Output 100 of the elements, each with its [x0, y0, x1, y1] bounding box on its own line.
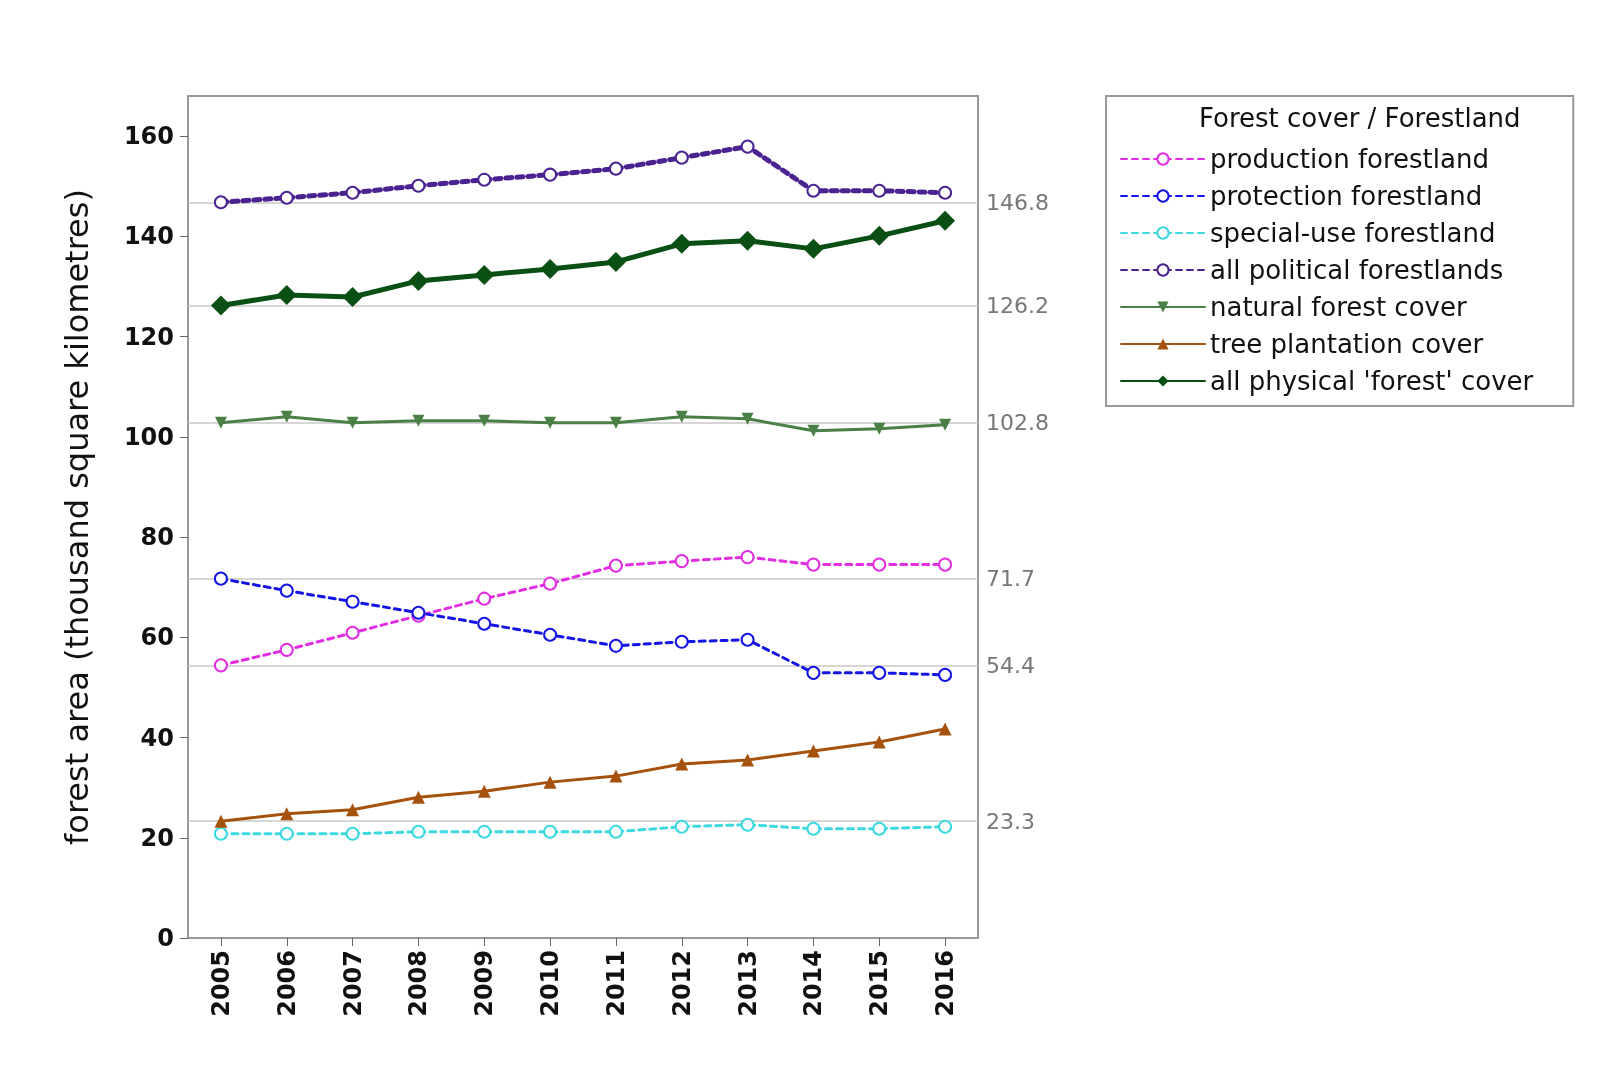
y-tick-label: 120: [123, 322, 174, 351]
ref-line-label: 126.2: [986, 293, 1049, 318]
ref-line-label: 146.8: [986, 189, 1049, 215]
point: [939, 418, 952, 431]
point: [806, 821, 821, 836]
legend-label: all political forestlands: [1210, 255, 1504, 285]
point: [741, 753, 755, 767]
point: [477, 616, 492, 631]
point: [477, 591, 492, 606]
legend-title: Forest cover / Forestland: [1199, 103, 1521, 133]
point: [411, 824, 426, 839]
point: [935, 210, 956, 231]
point: [675, 757, 689, 771]
point: [477, 784, 491, 798]
point: [872, 557, 887, 572]
point: [543, 627, 558, 642]
y-tick-label: 80: [140, 523, 174, 552]
legend-label: production forestland: [1210, 144, 1489, 174]
point: [543, 824, 558, 839]
x-tick-label: 2006: [272, 950, 301, 1017]
point: [740, 139, 755, 154]
ref-line-label: 102.8: [986, 410, 1049, 436]
point: [412, 414, 425, 427]
point: [213, 195, 228, 210]
point: [279, 826, 294, 841]
point: [803, 238, 824, 259]
x-tick-label: 2016: [931, 950, 960, 1017]
point: [411, 790, 425, 804]
point: [806, 183, 821, 198]
point: [346, 803, 360, 817]
point: [609, 416, 622, 429]
point: [737, 230, 758, 251]
y-axis-title: forest area (thousand square kilometres): [58, 189, 96, 845]
point: [345, 826, 360, 841]
point: [411, 178, 426, 193]
point: [609, 769, 623, 783]
point: [872, 665, 887, 680]
point: [740, 550, 755, 565]
point: [474, 264, 495, 285]
point: [543, 167, 558, 182]
point: [280, 410, 293, 423]
x-tick-label: 2008: [404, 950, 433, 1017]
point: [608, 558, 623, 573]
point: [741, 412, 754, 425]
point: [543, 775, 557, 789]
x-tick-label: 2012: [667, 950, 696, 1017]
point: [873, 422, 886, 435]
point: [408, 270, 429, 291]
x-tick-label: 2014: [799, 950, 828, 1017]
point: [674, 554, 689, 569]
y-tick-label: 60: [140, 623, 174, 652]
point: [807, 424, 820, 437]
point: [675, 410, 688, 423]
point: [605, 251, 626, 272]
point: [674, 150, 689, 165]
point: [938, 819, 953, 834]
point: [210, 295, 231, 316]
point: [671, 233, 692, 254]
point: [872, 821, 887, 836]
point: [213, 826, 228, 841]
y-tick-label: 160: [123, 122, 174, 151]
point: [345, 185, 360, 200]
x-tick-label: 2013: [733, 950, 762, 1017]
point: [674, 634, 689, 649]
point: [674, 819, 689, 834]
x-tick-label: 2015: [865, 950, 894, 1017]
ref-line-label: 23.3: [986, 808, 1035, 834]
point: [938, 557, 953, 572]
point: [544, 416, 557, 429]
point: [213, 571, 228, 586]
point: [280, 807, 294, 821]
x-tick-label: 2010: [536, 950, 565, 1017]
ref-line-label: 54.4: [986, 652, 1035, 678]
legend-label: tree plantation cover: [1210, 329, 1484, 359]
point: [543, 576, 558, 591]
y-tick-label: 0: [157, 924, 174, 952]
y-tick-label: 20: [140, 823, 174, 852]
point: [478, 414, 491, 427]
x-tick-label: 2007: [338, 950, 367, 1017]
point: [214, 814, 228, 828]
point: [276, 284, 297, 305]
legend-label: special-use forestland: [1210, 218, 1496, 248]
point: [279, 190, 294, 205]
point: [872, 183, 887, 198]
point: [938, 667, 953, 682]
point: [345, 625, 360, 640]
point: [346, 416, 359, 429]
point: [938, 722, 952, 736]
point: [608, 824, 623, 839]
point: [213, 658, 228, 673]
point: [806, 665, 821, 680]
point: [279, 642, 294, 657]
point: [740, 632, 755, 647]
point: [806, 744, 820, 758]
point: [342, 286, 363, 307]
point: [477, 824, 492, 839]
point: [806, 557, 821, 572]
point: [345, 594, 360, 609]
x-tick-label: 2011: [601, 950, 630, 1017]
point: [869, 225, 890, 246]
